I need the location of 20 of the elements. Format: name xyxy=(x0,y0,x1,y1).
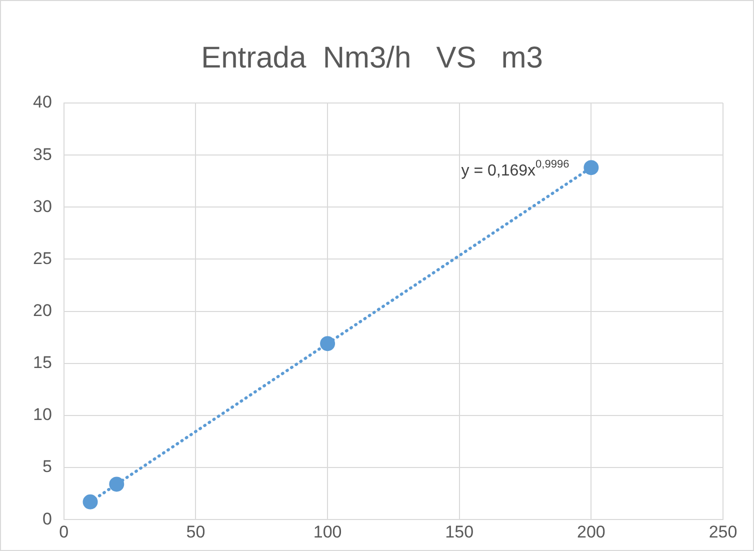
chart-title: Entrada Nm3/h VS m3 xyxy=(201,41,543,74)
y-tick-label: 0 xyxy=(42,509,52,528)
y-tick-label: 15 xyxy=(32,353,52,372)
y-tick-label: 10 xyxy=(32,405,52,424)
y-tick-label: 5 xyxy=(42,457,52,476)
y-tick-label: 30 xyxy=(32,196,52,216)
x-tick-label: 200 xyxy=(576,522,606,542)
x-tick-label: 150 xyxy=(445,522,474,542)
y-tick-label: 35 xyxy=(32,144,52,164)
point xyxy=(109,476,124,492)
point xyxy=(82,494,98,510)
point xyxy=(320,336,336,352)
point xyxy=(584,160,599,176)
y-tick-label: 40 xyxy=(32,92,52,112)
y-tick-label: 20 xyxy=(32,300,52,320)
x-tick-label: 250 xyxy=(708,522,738,542)
x-tick-label: 50 xyxy=(186,522,206,542)
x-tick-label: 100 xyxy=(313,522,342,542)
x-tick-label: 0 xyxy=(59,522,69,542)
y-tick-label: 25 xyxy=(32,248,52,268)
